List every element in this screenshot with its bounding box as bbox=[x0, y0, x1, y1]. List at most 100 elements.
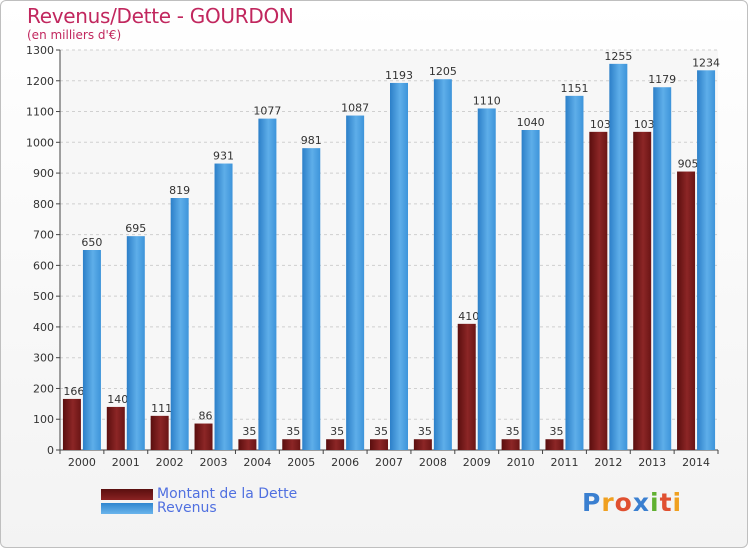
logo-letter: P bbox=[582, 488, 602, 517]
x-tick-label: 2005 bbox=[287, 456, 315, 469]
data-label-debt: 410 bbox=[458, 310, 479, 323]
bar-revenue bbox=[390, 82, 408, 450]
bar-debt bbox=[589, 131, 608, 450]
logo-letter: x bbox=[632, 488, 650, 517]
data-label-debt: 86 bbox=[199, 410, 213, 423]
data-label-debt: 35 bbox=[286, 425, 300, 438]
bar-revenue bbox=[302, 148, 321, 450]
bar-debt bbox=[370, 439, 388, 450]
bar-debt bbox=[633, 131, 652, 450]
legend-swatch-debt bbox=[101, 488, 153, 500]
data-label-revenue: 1179 bbox=[648, 73, 676, 86]
x-tick-label: 2012 bbox=[594, 456, 622, 469]
logo-letter: i bbox=[650, 488, 660, 517]
bar-revenue bbox=[521, 130, 540, 450]
bar-revenue bbox=[609, 63, 628, 450]
bar-debt bbox=[545, 439, 564, 450]
data-label-revenue: 1234 bbox=[692, 56, 720, 69]
data-label-debt: 35 bbox=[549, 425, 563, 438]
x-tick-label: 2004 bbox=[243, 456, 271, 469]
y-tick-label: 900 bbox=[33, 167, 54, 180]
data-label-revenue: 695 bbox=[125, 222, 146, 235]
bar-revenue bbox=[258, 118, 277, 450]
y-tick-label: 1300 bbox=[26, 44, 54, 57]
data-label-debt: 35 bbox=[242, 425, 256, 438]
proxiti-logo: Proxiti bbox=[582, 488, 682, 517]
data-label-debt: 35 bbox=[418, 425, 432, 438]
x-tick-label: 2009 bbox=[463, 456, 491, 469]
data-label-revenue: 650 bbox=[81, 236, 102, 249]
bar-debt bbox=[326, 439, 345, 450]
logo-letter: o bbox=[614, 488, 633, 517]
bar-debt bbox=[282, 439, 301, 450]
y-tick-label: 1000 bbox=[26, 136, 54, 149]
data-label-debt: 111 bbox=[151, 402, 172, 415]
bar-debt bbox=[413, 439, 432, 450]
data-label-revenue: 819 bbox=[169, 184, 190, 197]
data-label-debt: 103 bbox=[634, 118, 655, 131]
x-tick-label: 2011 bbox=[550, 456, 578, 469]
data-label-revenue: 1151 bbox=[560, 82, 588, 95]
plot-area bbox=[60, 50, 718, 450]
data-label-debt: 166 bbox=[63, 385, 84, 398]
x-tick-label: 2010 bbox=[507, 456, 535, 469]
bar-revenue bbox=[126, 236, 145, 450]
y-tick-label: 0 bbox=[47, 444, 54, 457]
data-label-revenue: 1205 bbox=[429, 65, 457, 78]
bar-revenue bbox=[477, 108, 496, 450]
legend-item-revenue: Revenus bbox=[101, 500, 217, 516]
bar-debt bbox=[238, 439, 257, 450]
x-tick-label: 2003 bbox=[200, 456, 228, 469]
y-tick-label: 100 bbox=[33, 413, 54, 426]
bar-revenue bbox=[170, 198, 189, 450]
x-tick-label: 2002 bbox=[156, 456, 184, 469]
data-label-revenue: 1087 bbox=[341, 102, 369, 115]
y-tick-label: 800 bbox=[33, 198, 54, 211]
bar-revenue bbox=[565, 95, 584, 450]
data-label-debt: 35 bbox=[374, 425, 388, 438]
x-tick-label: 2007 bbox=[375, 456, 403, 469]
logo-letter: i bbox=[672, 488, 683, 517]
bar-revenue bbox=[653, 87, 672, 450]
data-label-debt: 103 bbox=[590, 118, 611, 131]
chart-title: Revenus/Dette - GOURDON bbox=[27, 4, 294, 28]
y-tick-label: 1100 bbox=[26, 106, 54, 119]
data-label-revenue: 1193 bbox=[385, 69, 413, 82]
bar-debt bbox=[150, 415, 169, 450]
legend-label-revenue: Revenus bbox=[157, 500, 217, 516]
data-label-debt: 140 bbox=[107, 393, 128, 406]
y-tick-label: 1200 bbox=[26, 75, 54, 88]
legend-item-debt: Montant de la Dette bbox=[101, 486, 298, 502]
bar-revenue bbox=[346, 115, 365, 451]
data-label-debt: 35 bbox=[506, 425, 520, 438]
x-tick-label: 2001 bbox=[112, 456, 140, 469]
bar-debt bbox=[106, 406, 125, 450]
legend-swatch-revenue bbox=[101, 502, 153, 514]
x-tick-label: 2000 bbox=[68, 456, 96, 469]
data-label-revenue: 1255 bbox=[604, 50, 632, 63]
bar-debt bbox=[62, 398, 81, 450]
data-label-revenue: 981 bbox=[301, 134, 322, 147]
x-tick-label: 2008 bbox=[419, 456, 447, 469]
x-tick-label: 2006 bbox=[331, 456, 359, 469]
bar-revenue bbox=[214, 163, 233, 451]
y-tick-label: 300 bbox=[33, 352, 54, 365]
legend-label-debt: Montant de la Dette bbox=[157, 486, 298, 502]
bar-revenue bbox=[697, 70, 716, 451]
x-tick-label: 2013 bbox=[638, 456, 666, 469]
data-label-revenue: 1077 bbox=[253, 105, 281, 118]
y-tick-label: 200 bbox=[33, 382, 54, 395]
chart-subtitle: (en milliers d'€) bbox=[27, 28, 122, 42]
bar-debt bbox=[457, 323, 476, 450]
y-tick-label: 600 bbox=[33, 259, 54, 272]
bar-debt bbox=[501, 439, 520, 450]
y-tick-label: 400 bbox=[33, 321, 54, 334]
bar-debt bbox=[677, 171, 696, 451]
data-label-revenue: 931 bbox=[213, 150, 234, 163]
logo-letter: t bbox=[659, 488, 673, 517]
logo-letter: r bbox=[601, 488, 615, 517]
y-tick-label: 700 bbox=[33, 229, 54, 242]
data-label-debt: 905 bbox=[678, 158, 699, 171]
bar-debt bbox=[194, 423, 213, 450]
